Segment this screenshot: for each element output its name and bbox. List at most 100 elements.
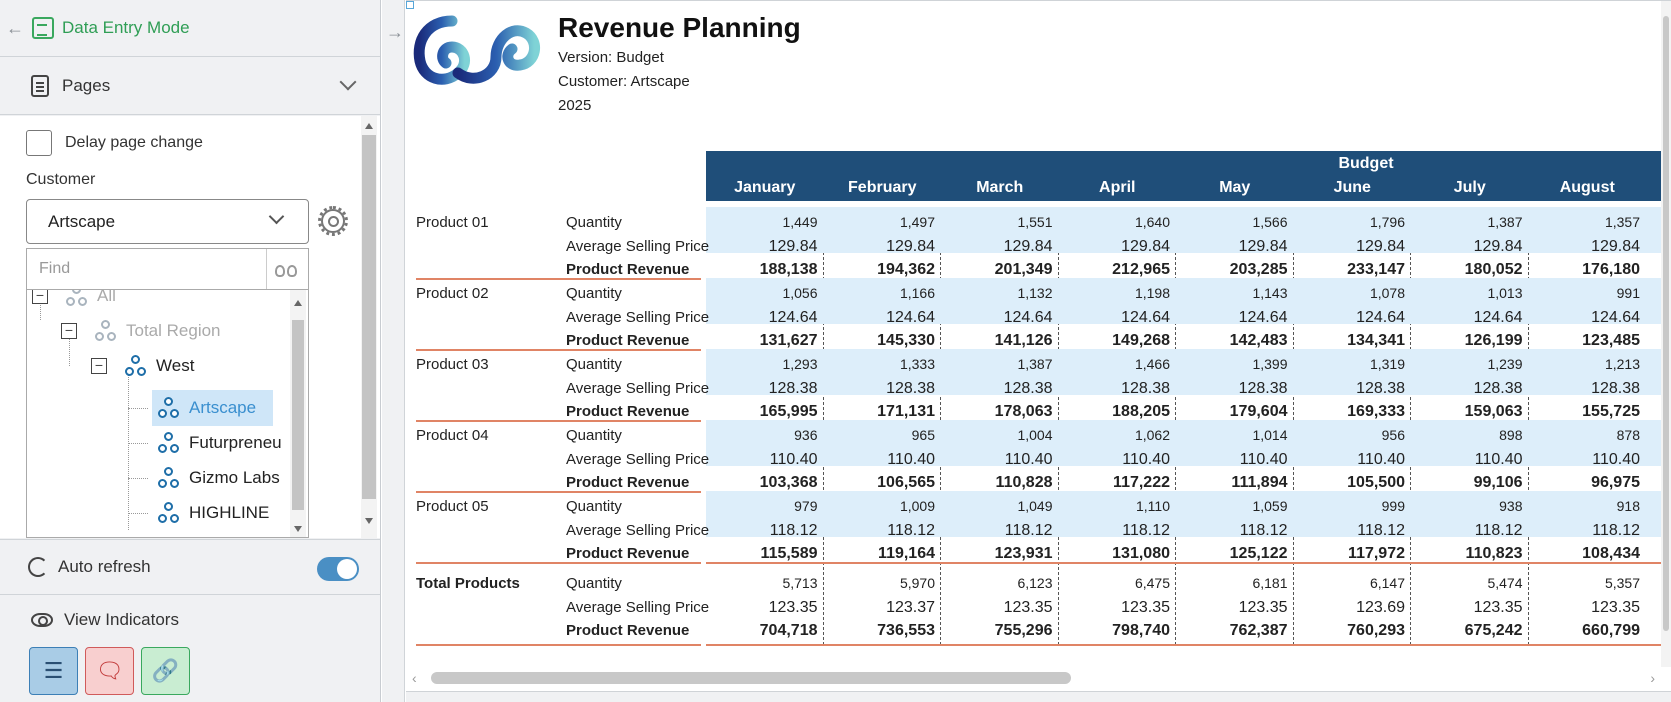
price-cell[interactable]: 129.84 (1591, 237, 1640, 255)
price-cell[interactable]: 110.40 (769, 450, 818, 468)
quantity-cell[interactable]: 1,640 (1134, 214, 1170, 230)
quantity-cell[interactable]: 1,198 (1134, 285, 1170, 301)
quantity-cell[interactable]: 1,449 (782, 214, 818, 230)
list-indicator-button[interactable]: ☰ (29, 647, 78, 695)
back-arrow-icon[interactable]: ← (6, 17, 24, 38)
price-cell[interactable]: 129.84 (1003, 237, 1053, 255)
tree-node-highline[interactable]: HIGHLINE (158, 496, 269, 530)
price-cell[interactable]: 118.12 (1474, 521, 1523, 539)
quantity-cell[interactable]: 1,132 (1017, 285, 1053, 301)
quantity-cell[interactable]: 1,239 (1487, 356, 1523, 372)
quantity-cell[interactable]: 1,319 (1369, 356, 1405, 372)
price-cell[interactable]: 124.64 (1003, 308, 1053, 326)
find-input[interactable]: Find (26, 248, 309, 290)
price-cell[interactable]: 129.84 (1473, 237, 1523, 255)
quantity-cell[interactable]: 1,387 (1017, 356, 1053, 372)
quantity-cell[interactable]: 1,566 (1252, 214, 1288, 230)
quantity-cell[interactable]: 1,387 (1487, 214, 1523, 230)
quantity-cell[interactable]: 965 (911, 427, 935, 443)
gear-icon[interactable] (318, 206, 348, 236)
panel-scrollbar[interactable] (361, 116, 377, 538)
month-header[interactable]: July (1453, 179, 1486, 196)
price-cell[interactable]: 124.64 (1473, 308, 1523, 326)
quantity-cell[interactable]: 1,551 (1017, 214, 1053, 230)
quantity-cell[interactable]: 1,056 (782, 285, 818, 301)
price-cell[interactable]: 124.64 (768, 308, 818, 326)
quantity-cell[interactable]: 1,796 (1369, 214, 1405, 230)
collapse-toggle[interactable]: − (32, 290, 48, 304)
price-cell[interactable]: 110.40 (1357, 450, 1405, 468)
month-header[interactable]: May (1219, 179, 1251, 196)
quantity-cell[interactable]: 898 (1499, 427, 1523, 443)
price-cell[interactable]: 129.84 (1238, 237, 1288, 255)
scroll-thumb[interactable] (431, 672, 1071, 684)
delay-checkbox[interactable] (26, 130, 52, 156)
month-header[interactable]: August (1559, 179, 1615, 196)
quantity-cell[interactable]: 956 (1381, 427, 1405, 443)
quantity-cell[interactable]: 1,078 (1369, 285, 1405, 301)
quantity-cell[interactable]: 1,049 (1017, 498, 1053, 514)
quantity-cell[interactable]: 1,143 (1252, 285, 1288, 301)
price-cell[interactable]: 110.40 (1474, 450, 1523, 468)
scroll-up-icon[interactable] (294, 300, 302, 306)
price-cell[interactable]: 124.64 (1356, 308, 1405, 326)
quantity-cell[interactable]: 1,357 (1604, 214, 1640, 230)
auto-refresh-toggle[interactable] (317, 557, 359, 581)
quantity-cell[interactable]: 1,213 (1604, 356, 1640, 372)
price-cell[interactable]: 128.38 (1356, 379, 1405, 397)
tree-node-futurpreneur[interactable]: Futurpreneu (158, 426, 282, 460)
quantity-cell[interactable]: 938 (1499, 498, 1523, 514)
quantity-cell[interactable]: 936 (794, 427, 818, 443)
quantity-cell[interactable]: 878 (1616, 427, 1640, 443)
price-cell[interactable]: 128.38 (1591, 379, 1640, 397)
quantity-cell[interactable]: 979 (794, 498, 818, 514)
price-cell[interactable]: 129.84 (1356, 237, 1405, 255)
price-cell[interactable]: 129.84 (768, 237, 818, 255)
price-cell[interactable]: 118.12 (1004, 521, 1053, 539)
price-cell[interactable]: 118.12 (1239, 521, 1288, 539)
comment-indicator-button[interactable]: 🗨 (85, 647, 134, 695)
quantity-cell[interactable]: 918 (1616, 498, 1640, 514)
scroll-thumb[interactable] (1663, 16, 1669, 631)
price-cell[interactable]: 129.84 (1121, 237, 1170, 255)
price-cell[interactable]: 128.38 (768, 379, 818, 397)
price-cell[interactable]: 118.12 (887, 521, 935, 539)
price-cell[interactable]: 118.12 (769, 521, 818, 539)
collapse-strip[interactable]: → (382, 0, 405, 702)
month-header[interactable]: February (848, 179, 917, 196)
price-cell[interactable]: 118.12 (1357, 521, 1405, 539)
month-header[interactable]: June (1333, 179, 1371, 196)
quantity-cell[interactable]: 1,333 (899, 356, 935, 372)
quantity-cell[interactable]: 999 (1381, 498, 1405, 514)
price-cell[interactable]: 124.64 (1238, 308, 1288, 326)
month-header[interactable]: January (734, 179, 796, 196)
price-cell[interactable]: 110.40 (1592, 450, 1640, 468)
price-cell[interactable]: 118.12 (1122, 521, 1170, 539)
tree-node-total-region[interactable]: − Total Region (61, 314, 221, 348)
scroll-down-icon[interactable] (294, 526, 302, 532)
chevron-down-icon[interactable] (339, 73, 357, 91)
price-cell[interactable]: 110.40 (1239, 450, 1288, 468)
tree-node-gizmo-labs[interactable]: Gizmo Labs (158, 461, 280, 495)
quantity-cell[interactable]: 1,062 (1134, 427, 1170, 443)
price-cell[interactable]: 110.40 (1004, 450, 1053, 468)
tree-node-all[interactable]: − All (32, 290, 116, 313)
price-cell[interactable]: 118.12 (1592, 521, 1640, 539)
quantity-cell[interactable]: 991 (1616, 285, 1640, 301)
tree-scrollbar[interactable] (290, 290, 306, 537)
quantity-cell[interactable]: 1,399 (1252, 356, 1288, 372)
scroll-down-icon[interactable] (365, 518, 373, 524)
expand-arrow-icon[interactable]: → (386, 22, 404, 42)
quantity-cell[interactable]: 1,110 (1136, 498, 1170, 514)
price-cell[interactable]: 110.40 (1122, 450, 1170, 468)
quantity-cell[interactable]: 1,293 (782, 356, 818, 372)
price-cell[interactable]: 124.64 (1591, 308, 1640, 326)
vertical-scrollbar[interactable] (1661, 1, 1671, 667)
quantity-cell[interactable]: 1,497 (899, 214, 935, 230)
tree-node-artscape[interactable]: Artscape (158, 391, 256, 425)
quantity-cell[interactable]: 1,009 (899, 498, 935, 514)
price-cell[interactable]: 124.64 (1121, 308, 1170, 326)
scroll-thumb[interactable] (292, 320, 304, 510)
quantity-cell[interactable]: 1,466 (1134, 356, 1170, 372)
quantity-cell[interactable]: 1,004 (1017, 427, 1053, 443)
